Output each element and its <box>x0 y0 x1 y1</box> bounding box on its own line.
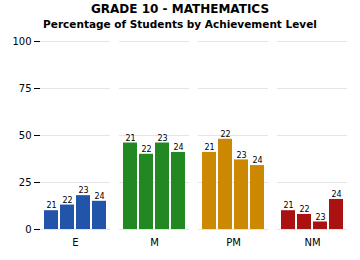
svg-text:24: 24 <box>331 190 341 199</box>
svg-text:21: 21 <box>204 143 214 152</box>
svg-text:24: 24 <box>252 156 262 165</box>
svg-text:22: 22 <box>220 130 230 139</box>
svg-text:75: 75 <box>19 83 32 94</box>
html-text:Percentage of Students by Achi: Percentage of Students by Achievement Le… <box>43 18 317 30</box>
svg-text:25: 25 <box>19 177 32 188</box>
svg-text:100: 100 <box>12 36 31 47</box>
svg-text:21: 21 <box>125 134 135 143</box>
svg-text:23: 23 <box>78 186 88 195</box>
svg-text:22: 22 <box>141 145 151 154</box>
svg-text:23: 23 <box>315 213 325 222</box>
svg-text:NM: NM <box>304 237 320 248</box>
svg-text:M: M <box>150 237 159 248</box>
svg-text:21: 21 <box>283 201 293 210</box>
svg-text:24: 24 <box>94 192 104 201</box>
svg-text:0: 0 <box>25 224 31 235</box>
svg-text:23: 23 <box>157 134 167 143</box>
svg-text:22: 22 <box>62 196 72 205</box>
html-text:GRADE 10 - MATHEMATICS: GRADE 10 - MATHEMATICS <box>91 2 269 16</box>
svg-text:21: 21 <box>46 201 56 210</box>
svg-text:50: 50 <box>19 130 32 141</box>
svg-text:22: 22 <box>299 205 309 214</box>
svg-text:24: 24 <box>173 143 183 152</box>
svg-text:23: 23 <box>236 151 246 160</box>
svg-text:E: E <box>72 237 78 248</box>
svg-text:PM: PM <box>226 237 241 248</box>
